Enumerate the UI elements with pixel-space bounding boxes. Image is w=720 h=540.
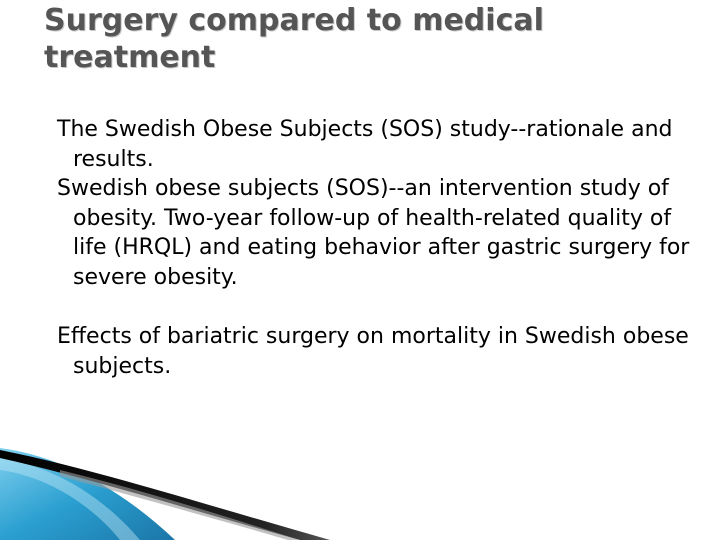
reference-1: The Swedish Obese Subjects (SOS) study--… — [57, 117, 673, 172]
paragraph-spacer — [57, 292, 697, 322]
slide-body: The Swedish Obese Subjects (SOS) study--… — [57, 115, 697, 381]
corner-decoration — [0, 448, 330, 540]
dark-swoosh — [0, 450, 330, 540]
blue-swoosh-highlight — [0, 458, 140, 540]
reference-2: Swedish obese subjects (SOS)--an interve… — [57, 176, 690, 290]
slide-title: Surgery compared to medical treatment — [44, 3, 544, 75]
grey-swoosh — [60, 470, 300, 540]
reference-3: Effects of bariatric surgery on mortalit… — [57, 324, 689, 379]
blue-swoosh — [0, 448, 175, 540]
